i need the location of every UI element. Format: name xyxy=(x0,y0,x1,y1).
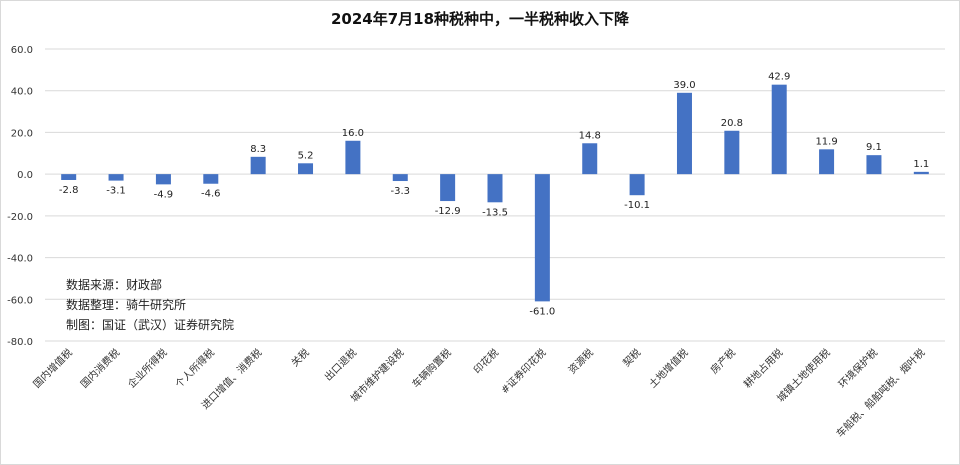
y-tick-label: 40.0 xyxy=(11,87,33,98)
bar xyxy=(440,174,456,202)
bar xyxy=(345,140,361,175)
data-label: 8.3 xyxy=(250,144,266,155)
chart-maker-note: 制图：国证（武汉）证券研究院 xyxy=(66,318,235,332)
x-tick-label: #证券印花税 xyxy=(498,346,548,396)
data-label: -3.3 xyxy=(391,186,411,197)
data-label: 42.9 xyxy=(768,72,790,83)
x-tick-label: 印花税 xyxy=(471,346,501,376)
data-source-note: 数据来源：财政部 xyxy=(66,278,163,292)
data-label: 39.0 xyxy=(673,80,695,91)
bar xyxy=(819,149,835,175)
data-label: -61.0 xyxy=(529,306,555,317)
gridlines xyxy=(45,48,945,342)
chart-title: 2024年7月18种税种中，一半税种收入下降 xyxy=(330,10,630,28)
y-tick-label: -60.0 xyxy=(7,295,33,306)
x-tick-label: 出口退税 xyxy=(322,346,359,383)
data-label: 11.9 xyxy=(815,136,837,147)
bar xyxy=(203,174,219,184)
bar xyxy=(866,155,882,175)
data-label: -2.8 xyxy=(59,185,79,196)
x-tick-label: 国内增值税 xyxy=(30,346,75,391)
x-tick-label: 环境保护税 xyxy=(836,346,881,391)
x-tick-label: 国内消费税 xyxy=(78,346,123,391)
y-tick-label: 20.0 xyxy=(11,128,33,139)
bar xyxy=(534,174,550,302)
bar xyxy=(155,174,171,185)
data-label: 1.1 xyxy=(913,159,929,170)
data-label: 20.8 xyxy=(721,118,743,129)
x-tick-label: 耕地占用税 xyxy=(741,346,786,391)
y-axis-tick-labels: 60.0 40.0 20.0 0.0 -20.0 -40.0 -60.0 -80.0 xyxy=(7,45,33,348)
data-label: 5.2 xyxy=(298,150,314,161)
x-tick-label: 契税 xyxy=(620,346,643,369)
data-compiler-note: 数据整理：骑牛研究所 xyxy=(66,298,187,312)
data-label: -3.1 xyxy=(106,186,126,197)
bar xyxy=(771,84,787,175)
y-tick-label: 60.0 xyxy=(11,45,33,56)
data-label: -12.9 xyxy=(435,206,461,217)
bar xyxy=(108,174,124,181)
bar xyxy=(392,174,408,182)
y-tick-label: -20.0 xyxy=(7,212,33,223)
y-tick-label: -40.0 xyxy=(7,254,33,265)
bar xyxy=(676,92,692,175)
bar xyxy=(298,163,314,175)
x-tick-label: 资源税 xyxy=(565,346,595,376)
y-tick-label: 0.0 xyxy=(17,170,33,181)
x-tick-label: 车辆购置税 xyxy=(409,346,454,391)
bar xyxy=(724,130,740,175)
data-label: 16.0 xyxy=(342,128,364,139)
x-tick-label: 车船税、船舶吨税、烟叶税 xyxy=(833,346,927,440)
data-label: -13.5 xyxy=(482,207,508,218)
data-label: -4.9 xyxy=(154,189,174,200)
x-tick-label: 个人所得税 xyxy=(172,346,217,391)
data-label: -4.6 xyxy=(201,189,221,200)
x-tick-label: 房产税 xyxy=(708,346,738,376)
bars xyxy=(61,84,929,302)
x-tick-label: 关税 xyxy=(288,346,311,369)
data-labels: -2.8 -3.1 -4.9 -4.6 8.3 5.2 16.0 -3.3 -12.9 -13.5… xyxy=(59,72,929,318)
data-label: 9.1 xyxy=(866,142,882,153)
bar xyxy=(487,174,503,203)
x-tick-label: 企业所得税 xyxy=(125,346,170,391)
bar xyxy=(629,174,645,196)
bar xyxy=(913,171,929,175)
bar xyxy=(250,156,266,175)
bar xyxy=(582,143,598,175)
data-label: 14.8 xyxy=(579,130,601,141)
y-tick-label: -80.0 xyxy=(7,337,33,348)
x-tick-label: 土地增值税 xyxy=(646,346,691,391)
bar xyxy=(61,174,77,180)
data-label: -10.1 xyxy=(624,200,650,211)
